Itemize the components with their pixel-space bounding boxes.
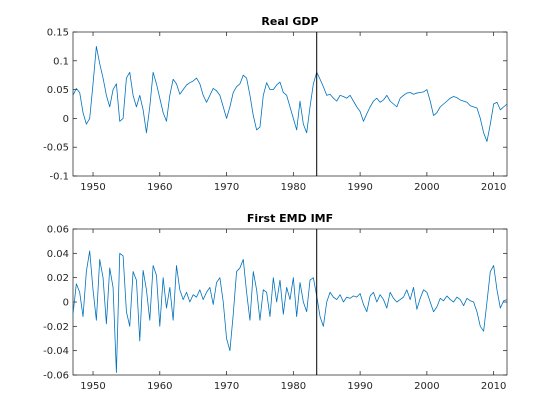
series-line [72, 46, 508, 142]
x-tick-label: 1990 [347, 182, 372, 193]
x-tick-label: 1980 [281, 381, 306, 392]
x-tick-label: 1960 [147, 182, 172, 193]
chart-real-gdp: Real GDP 1950 1960 1970 1980 1990 2000 2010 -0.1… [43, 15, 508, 193]
x-tick-label: 1950 [80, 381, 105, 392]
x-tick-label: 1970 [214, 381, 239, 392]
series-line [72, 250, 508, 373]
y-tick-label: 0 [63, 298, 69, 309]
x-tick-label: 2010 [481, 182, 506, 193]
x-tick-label: 2000 [414, 182, 439, 193]
chart-first-emd-imf: First EMD IMF 1950 1960 1970 1980 1990 2000 201… [43, 212, 508, 392]
x-tick-label: 1970 [214, 182, 239, 193]
y-tick-label: -0.04 [43, 346, 69, 357]
y-tick-label: -0.1 [49, 172, 69, 183]
y-tick-label: -0.06 [43, 371, 69, 382]
x-tick-label: 2010 [481, 381, 506, 392]
y-tick-label: 0.02 [47, 273, 69, 284]
y-tick-label: 0.06 [47, 225, 69, 236]
x-tick-label: 1950 [80, 182, 105, 193]
x-tick-label: 1990 [347, 381, 372, 392]
x-tick-label: 2000 [414, 381, 439, 392]
y-tick-label: 0.04 [47, 249, 69, 260]
y-tick-label: -0.05 [43, 143, 69, 154]
x-tick-label: 1980 [281, 182, 306, 193]
y-tick-label: -0.02 [43, 322, 69, 333]
chart-title: First EMD IMF [247, 212, 333, 225]
y-tick-label: 0.05 [47, 85, 69, 96]
plot-area [72, 31, 508, 177]
y-tick-label: 0.1 [53, 56, 69, 67]
y-tick-label: 0 [63, 114, 69, 125]
x-tick-label: 1960 [147, 381, 172, 392]
y-tick-label: 0.15 [47, 28, 69, 39]
plot-area [72, 228, 508, 376]
chart-title: Real GDP [261, 15, 318, 28]
